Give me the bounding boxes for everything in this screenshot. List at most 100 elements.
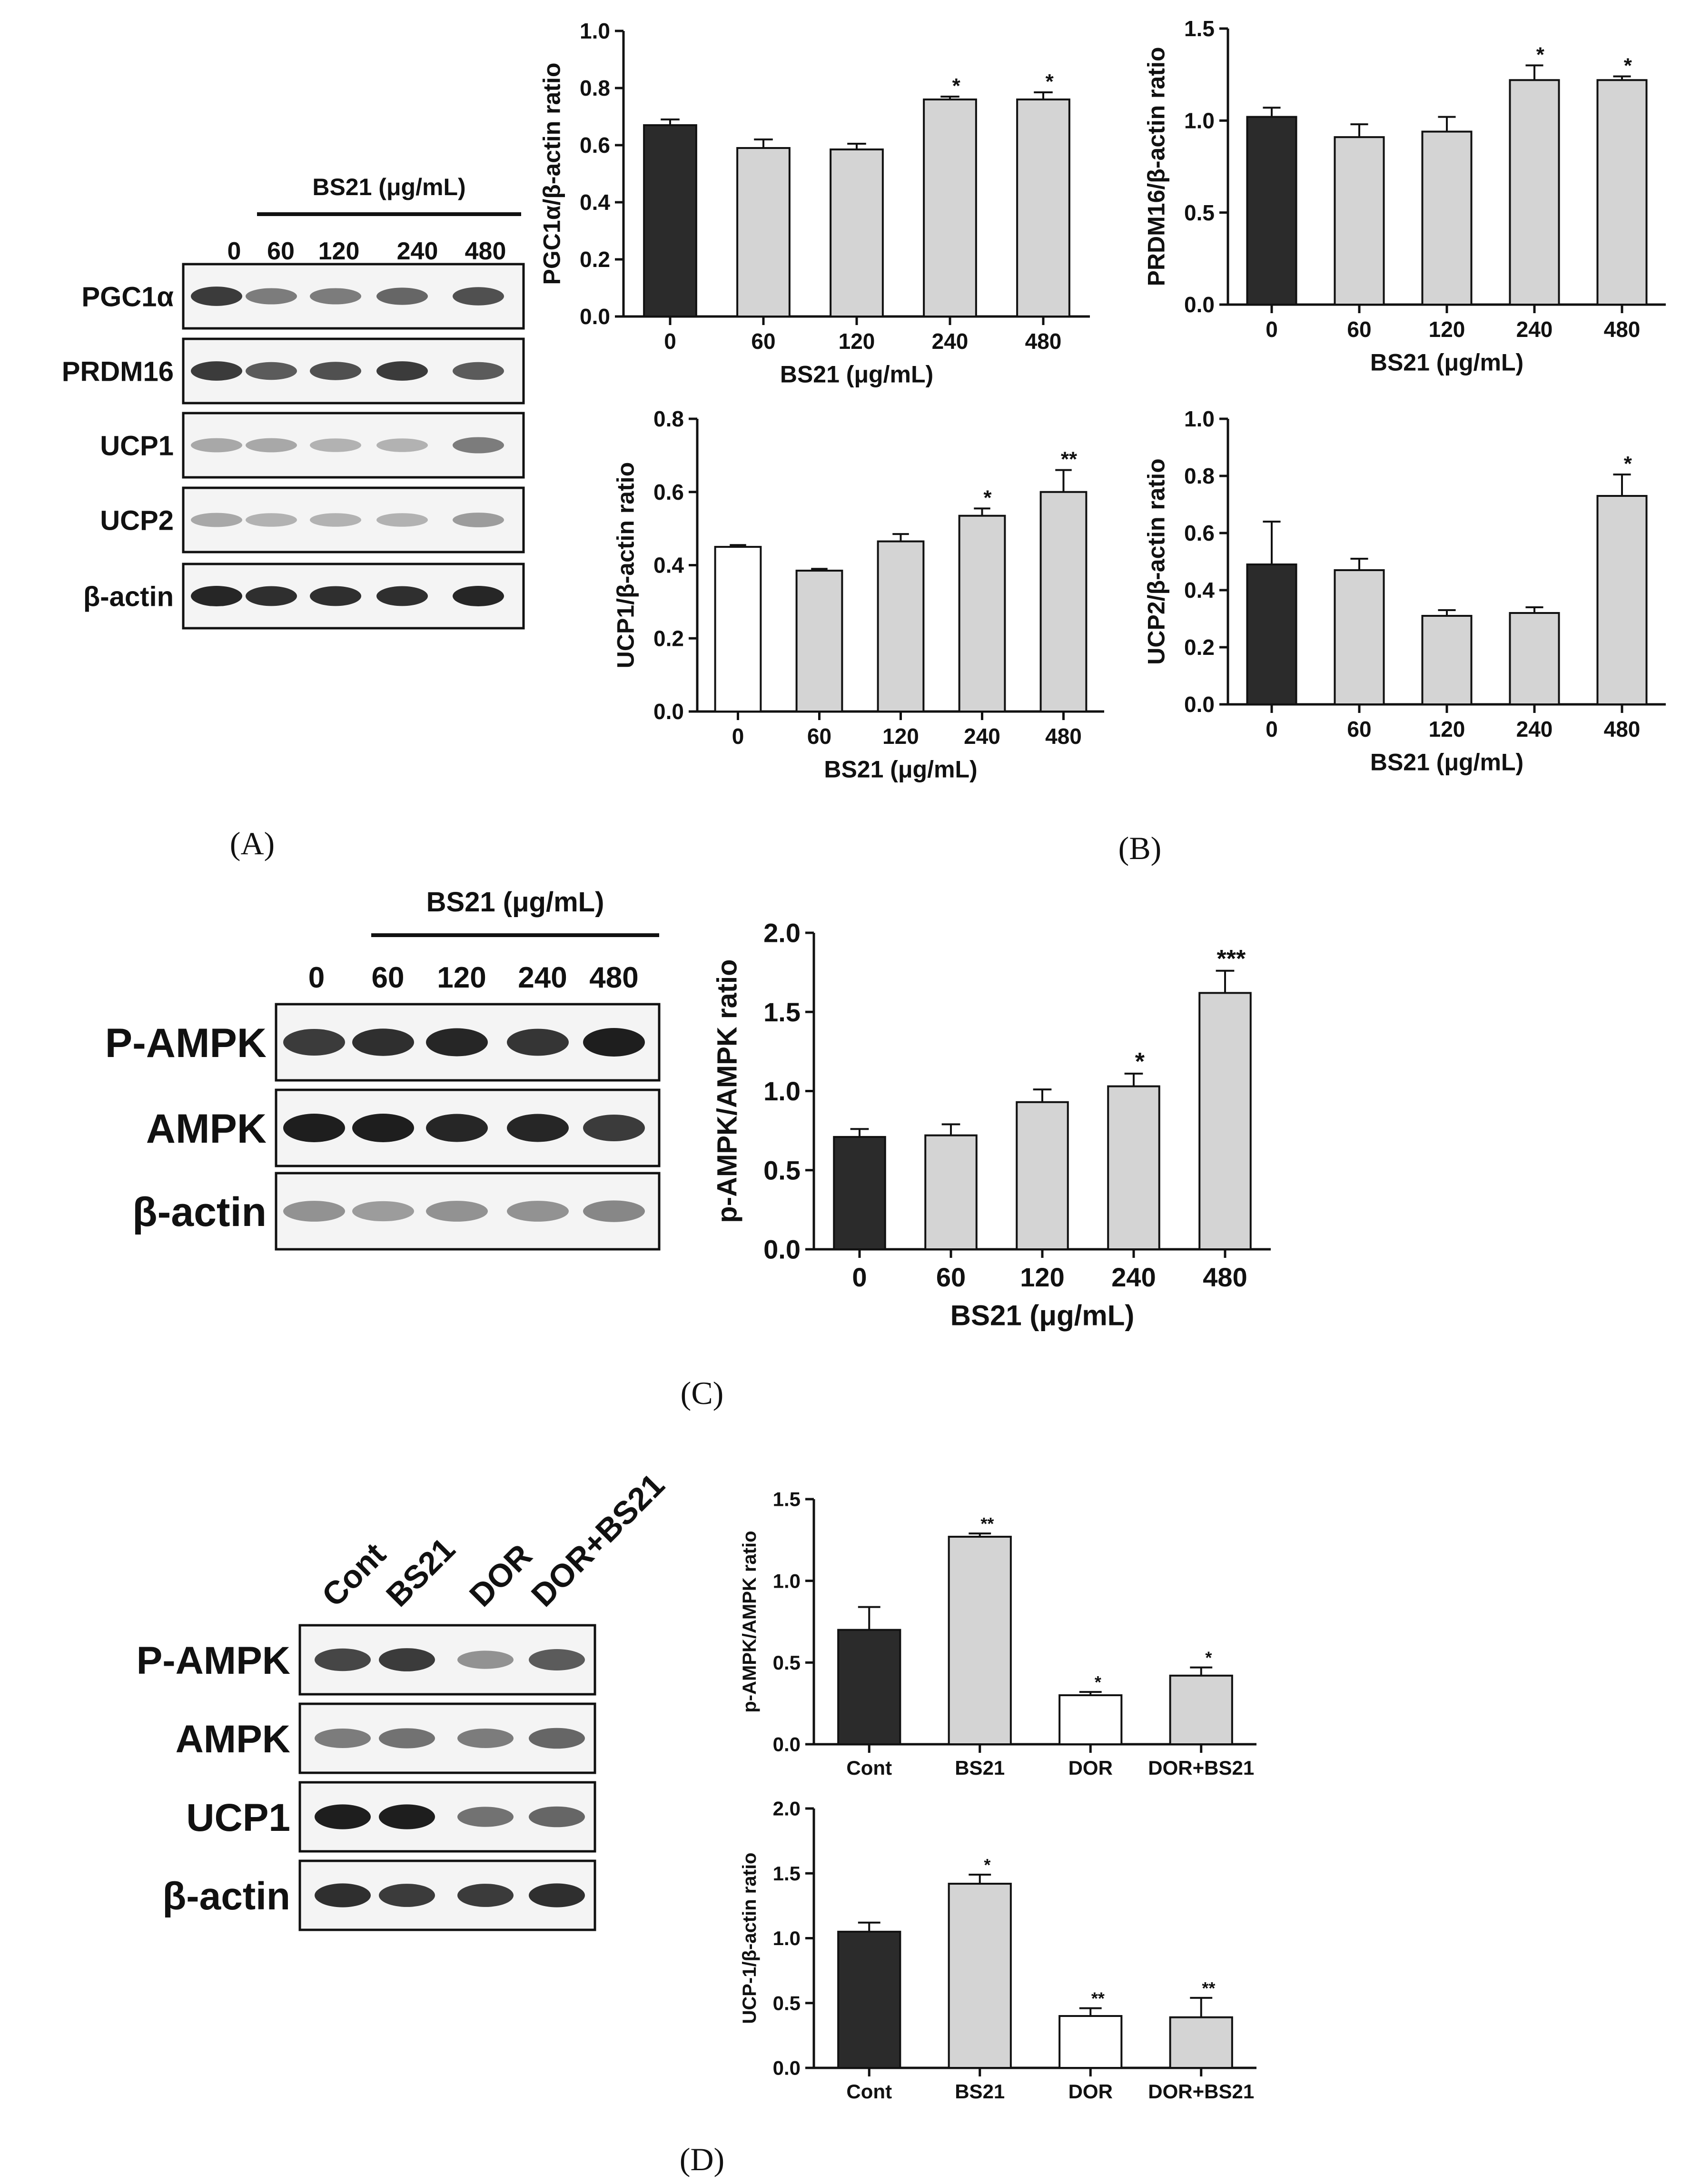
x-tick-label: DOR+BS21 [1148, 2080, 1254, 2103]
chart-d2: 0.0 0.5 1.0 1.5 2.0 Cont * BS21 ** DOR ** DOR+BS21 U… [739, 1798, 1256, 2103]
significance-marker: * [983, 486, 992, 509]
bar-0 [714, 546, 762, 712]
x-tick-label: 0 [852, 1262, 867, 1292]
lane-label: DOR [463, 1537, 539, 1614]
y-tick-label: 0.8 [653, 406, 684, 431]
y-tick-label: 0.5 [1184, 200, 1215, 225]
protein-label: UCP2 [100, 505, 174, 536]
x-axis-title: BS21 (μg/mL) [1370, 349, 1523, 376]
protein-band [583, 1115, 645, 1141]
significance-marker: *** [1217, 945, 1246, 973]
y-axis-title: UCP-1/β-actin ratio [739, 1852, 760, 2024]
x-tick-label: 480 [1604, 717, 1641, 741]
bar-240 [1509, 612, 1560, 705]
y-tick-label: 1.0 [773, 1570, 801, 1592]
significance-marker: * [952, 74, 961, 98]
significance-marker: * [1095, 1672, 1101, 1692]
y-tick-label: 0.4 [1184, 578, 1215, 603]
x-tick-label: 0 [1266, 317, 1278, 342]
lane-label: 480 [465, 237, 506, 265]
bar-480 [1039, 491, 1088, 712]
bar-0 [833, 1136, 886, 1251]
protein-band [283, 1201, 345, 1222]
lane-label: 60 [372, 961, 405, 994]
bar-charts: 0.0 0.2 0.4 0.6 0.8 1.0 0 60 120 * 240 * 480 BS21 (μg… [539, 16, 1666, 2103]
chart-b4: 0.0 0.2 0.4 0.6 0.8 1.0 0 60 120 240 * 480 BS21 (μg/… [1143, 406, 1666, 776]
y-tick-label: 0.8 [580, 76, 610, 100]
y-tick-label: 0.6 [653, 480, 684, 504]
protein-label: P-AMPK [105, 1020, 267, 1066]
y-axis-title: UCP1/β-actin ratio [613, 462, 639, 668]
protein-band [457, 1807, 514, 1827]
significance-marker: * [1205, 1648, 1212, 1668]
x-tick-label: 240 [1516, 717, 1553, 741]
lane-label: BS21 [379, 1531, 462, 1614]
protein-band [453, 586, 504, 606]
protein-band [191, 438, 242, 453]
significance-marker: ** [1061, 448, 1078, 471]
protein-band [191, 513, 242, 527]
y-tick-label: 0.2 [580, 247, 610, 272]
x-tick-label: 0 [664, 329, 676, 354]
y-tick-label: 1.0 [1184, 406, 1215, 431]
bar-0 [1246, 116, 1297, 306]
lane-label: 60 [267, 237, 295, 265]
y-axis-title: p-AMPK/AMPK ratio [739, 1531, 760, 1712]
protein-label: AMPK [176, 1718, 290, 1761]
bar-480 [1016, 99, 1070, 317]
protein-band [426, 1028, 488, 1057]
x-axis-title: BS21 (μg/mL) [1370, 749, 1523, 776]
protein-label: AMPK [146, 1106, 267, 1152]
y-tick-label: 0.0 [1184, 692, 1215, 717]
protein-band [376, 287, 428, 305]
panel-label-c: (C) [681, 1375, 724, 1411]
protein-label: PGC1α [81, 281, 174, 312]
protein-band [507, 1028, 569, 1056]
lane-label: 240 [518, 961, 567, 994]
y-tick-label: 1.0 [1184, 108, 1215, 133]
significance-marker: * [1624, 452, 1632, 475]
y-tick-label: 0.2 [1184, 635, 1215, 660]
protein-band [191, 586, 242, 606]
protein-band [529, 1806, 585, 1828]
protein-band [283, 1029, 345, 1056]
chart-b2: 0.0 0.5 1.0 1.5 0 60 120 * 240 * 480 BS21 (μg/mL) PR… [1143, 16, 1666, 376]
bar-Cont [837, 1930, 901, 2069]
protein-band [529, 1728, 585, 1749]
bar-DOR+BS21 [1169, 2016, 1233, 2069]
bar-BS21 [948, 1535, 1012, 1745]
protein-band [315, 1883, 371, 1907]
x-tick-label: 480 [1604, 317, 1641, 342]
bar-240 [958, 514, 1006, 712]
y-tick-label: 0.0 [1184, 292, 1215, 317]
protein-band [315, 1729, 371, 1748]
significance-marker: * [1624, 54, 1632, 78]
y-tick-label: 0.8 [1184, 464, 1215, 488]
protein-band [191, 361, 242, 381]
protein-band [246, 586, 297, 606]
y-tick-label: 0.6 [580, 133, 610, 158]
x-tick-label: 0 [1266, 717, 1278, 741]
treatment-group-label: BS21 (μg/mL) [426, 887, 604, 918]
y-tick-label: 1.5 [1184, 16, 1215, 41]
y-tick-label: 0.2 [653, 626, 684, 651]
y-axis-title: PGC1α/β-actin ratio [539, 63, 565, 285]
y-tick-label: 0.0 [580, 304, 610, 329]
y-tick-label: 0.0 [653, 699, 684, 724]
protein-band [315, 1648, 371, 1671]
protein-band [310, 438, 361, 452]
x-tick-label: 120 [882, 724, 919, 749]
y-tick-label: 0.5 [773, 1651, 801, 1674]
bar-BS21 [948, 1883, 1012, 2069]
bar-120 [1016, 1101, 1069, 1250]
blot-strip [182, 486, 525, 553]
bar-60 [736, 147, 791, 317]
bar-0 [643, 124, 697, 317]
y-tick-label: 0.4 [653, 553, 684, 578]
y-tick-label: 1.5 [773, 1862, 801, 1885]
x-tick-label: 240 [932, 329, 969, 354]
y-tick-label: 0.6 [1184, 521, 1215, 545]
bar-60 [1334, 136, 1385, 306]
y-tick-label: 1.0 [580, 19, 610, 43]
x-tick-label: BS21 [955, 2080, 1005, 2103]
